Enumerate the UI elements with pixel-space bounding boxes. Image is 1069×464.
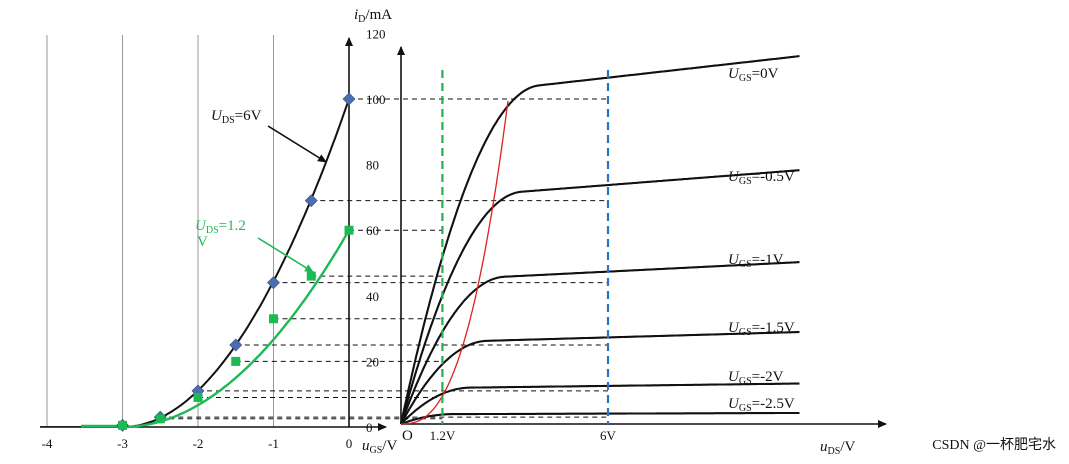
y-tick-label: 80 <box>366 158 379 173</box>
vds-marker-label: 6V <box>600 428 617 443</box>
output-curve-label-sub: GS <box>739 403 752 414</box>
output-curve-label: UGS=0V <box>728 66 779 84</box>
y-axis-label-main: i <box>354 7 358 23</box>
output-curve-label-sub: GS <box>739 176 752 187</box>
label-uds-6v-rest: =6V <box>235 108 262 124</box>
x-tick-label: -2 <box>193 436 204 451</box>
origin-label: O <box>402 428 413 444</box>
data-point-uds-6v <box>229 338 243 352</box>
y-axis-label-sub: D <box>358 14 365 25</box>
output-curve-2 <box>400 261 800 425</box>
output-curve-label-rest: =-1V <box>752 252 784 268</box>
transfer-x-axis-label-rest: /V <box>382 438 397 454</box>
output-curve-1 <box>399 169 800 425</box>
level-dashed-guides <box>40 98 608 427</box>
output-curve-0 <box>399 55 800 425</box>
annotation-labels: UDS=6VUDS=1.2VUGS=0VUGS=-0.5VUGS=-1VUGS=… <box>195 66 795 414</box>
data-point-uds-1-2v <box>193 392 203 402</box>
data-point-uds-1-2v <box>269 314 278 324</box>
output-curve-4 <box>400 382 800 425</box>
output-x-axis-label: uDS/V <box>820 439 855 457</box>
data-point-uds-1-2v <box>344 225 354 235</box>
label-uds-1-2v: UDS=1.2 <box>195 218 246 236</box>
x-tick-label: -3 <box>117 436 128 451</box>
transfer-x-axis-label-sub: GS <box>370 445 383 456</box>
y-tick-label: 60 <box>366 223 379 238</box>
output-curve-label-sub: GS <box>739 73 752 84</box>
label-uds-1-2v-sub: DS <box>206 225 219 236</box>
output-curve-label-main: U <box>728 320 740 336</box>
output-curve-label: UGS=-0.5V <box>728 169 795 187</box>
label-uds-6v-main: U <box>211 108 223 124</box>
output-curve-label-rest: =-0.5V <box>752 169 795 185</box>
arrow-uds-6v <box>267 125 327 163</box>
output-curve-label-main: U <box>728 396 740 412</box>
output-curve-label-sub: GS <box>739 259 752 270</box>
data-point-uds-1-2v <box>118 420 127 430</box>
output-curve-label: UGS=-1.5V <box>728 320 795 338</box>
y-axis-label-rest: /mA <box>365 7 392 23</box>
output-curve-label: UGS=-2V <box>728 369 784 387</box>
output-x-axis-label-main: u <box>820 439 828 455</box>
label-uds-1-2v-wrap: V <box>197 234 208 250</box>
data-point-uds-6v <box>267 276 280 290</box>
output-x-axis-label-sub: DS <box>828 446 841 457</box>
data-point-uds-6v <box>342 92 356 106</box>
y-axis-label: iD/mA <box>354 7 392 25</box>
output-curves: 1.2V 6V <box>399 55 800 443</box>
output-curve-label-sub: GS <box>739 327 752 338</box>
x-tick-label: 0 <box>346 436 353 451</box>
label-uds-1-2v-main: U <box>195 218 207 234</box>
y-tick-label: 100 <box>366 92 386 107</box>
vds-marker-label: 1.2V <box>430 428 456 443</box>
data-point-uds-1-2v <box>155 414 165 424</box>
watermark: CSDN @一杯肥宅水 <box>932 437 1056 453</box>
y-tick-label: 0 <box>366 420 373 435</box>
output-curve-label-rest: =-2.5V <box>752 396 795 412</box>
output-curve-label-main: U <box>728 252 740 268</box>
output-curve-label-sub: GS <box>739 376 752 387</box>
data-point-uds-6v <box>304 194 318 208</box>
x-tick-label: -4 <box>42 436 53 451</box>
output-curve-label: UGS=-2.5V <box>728 396 795 414</box>
output-curve-3 <box>400 330 800 425</box>
x-tick-label: -1 <box>268 436 279 451</box>
label-uds-6v-sub: DS <box>222 115 235 126</box>
output-curve-label-rest: =0V <box>752 66 779 82</box>
transfer-curves <box>81 92 356 432</box>
output-curve-5 <box>400 411 800 425</box>
data-point-uds-1-2v <box>306 271 316 281</box>
output-curve-label-main: U <box>728 66 740 82</box>
arrow-uds-1-2v <box>257 237 314 273</box>
label-uds-6v: UDS=6V <box>211 108 262 126</box>
data-point-uds-1-2v <box>231 356 241 366</box>
output-curve-label-main: U <box>728 369 740 385</box>
label-uds-1-2v-rest: =1.2 <box>219 218 246 234</box>
output-x-axis-label-rest: /V <box>840 439 855 455</box>
y-tick-label: 20 <box>366 354 379 369</box>
y-tick-label: 40 <box>366 289 379 304</box>
output-curve-label: UGS=-1V <box>728 252 784 270</box>
pinch-off-boundary-curve <box>400 100 509 425</box>
transfer-x-axis-label: uGS/V <box>362 438 397 456</box>
output-curve-label-rest: =-1.5V <box>752 320 795 336</box>
y-tick-label: 120 <box>366 26 386 41</box>
output-curve-label-rest: =-2V <box>752 369 784 385</box>
transfer-x-axis-label-main: u <box>362 438 370 454</box>
output-curve-label-main: U <box>728 169 740 185</box>
